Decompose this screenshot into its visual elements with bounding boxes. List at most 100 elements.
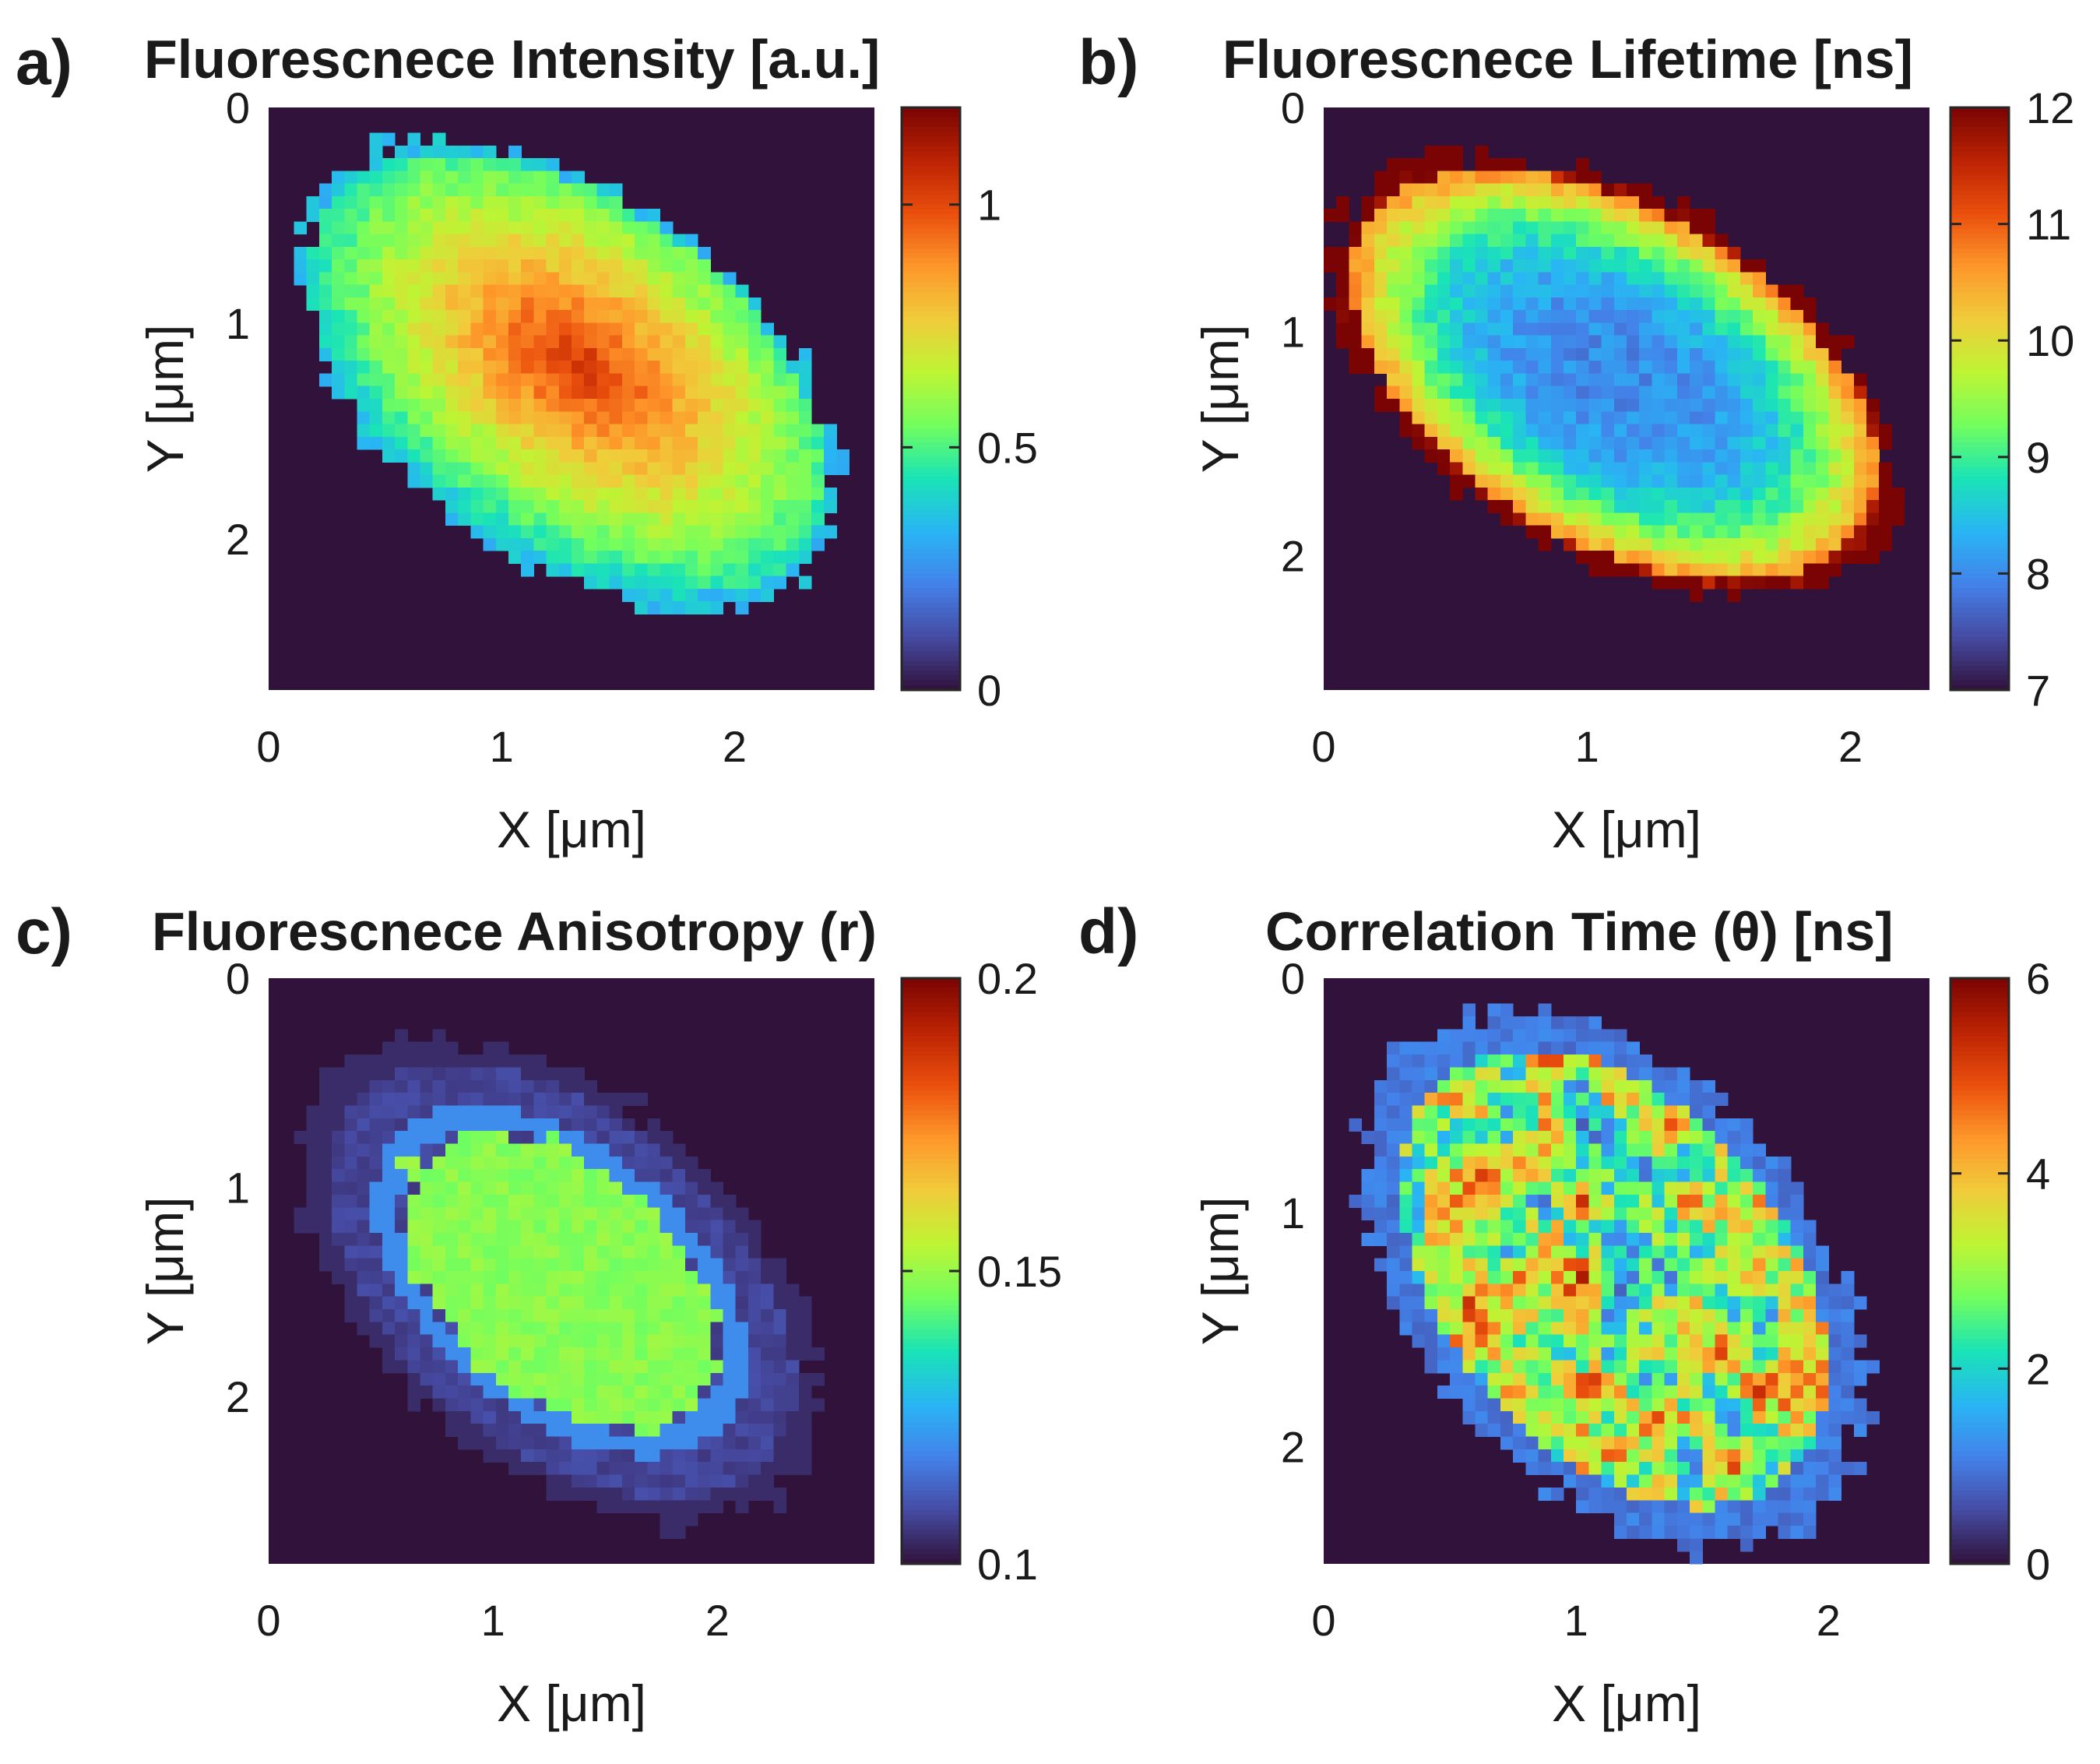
heatmap-cell (1588, 1283, 1602, 1297)
heatmap-cell (1627, 1067, 1640, 1081)
heatmap-cell (1412, 1296, 1426, 1310)
heatmap-cell (1475, 221, 1489, 235)
heatmap-cell (747, 576, 762, 590)
heatmap-cell (1525, 297, 1539, 311)
heatmap-cell (1387, 1079, 1400, 1093)
heatmap-cell (1475, 297, 1489, 311)
heatmap-cell (1803, 1398, 1817, 1412)
heatmap-cell (621, 474, 635, 488)
heatmap-cell (1676, 1322, 1690, 1336)
heatmap-cell (1424, 297, 1438, 311)
heatmap-cell (1866, 411, 1880, 425)
heatmap-cell (546, 1398, 560, 1412)
heatmap-cell (332, 1194, 345, 1208)
heatmap-cell (546, 361, 560, 375)
heatmap-cell (672, 576, 686, 590)
heatmap-cell (672, 436, 686, 450)
heatmap-cell (1412, 284, 1426, 298)
heatmap-cell (672, 449, 686, 463)
heatmap-cell (1753, 1309, 1766, 1322)
heatmap-cell (1462, 1093, 1476, 1107)
colorbar-segment (1951, 983, 2009, 989)
heatmap-cell (647, 373, 661, 387)
heatmap-cell (1399, 259, 1413, 273)
heatmap-cell (1613, 1360, 1627, 1374)
heatmap-cell (1588, 1372, 1602, 1386)
heatmap-cell (1462, 1194, 1476, 1208)
heatmap-cell (382, 1105, 396, 1119)
heatmap-cell (1778, 462, 1792, 476)
heatmap-cell (609, 1258, 623, 1272)
heatmap-cell (584, 551, 598, 564)
heatmap-cell (458, 246, 471, 260)
colorbar-segment (902, 1178, 960, 1184)
heatmap-cell (432, 322, 446, 336)
y-axis-label: Y [μm] (1191, 325, 1249, 474)
heatmap-cell (1715, 500, 1729, 513)
heatmap-cell (1676, 221, 1690, 235)
heatmap-cell (1513, 347, 1526, 361)
heatmap-cell (1475, 272, 1489, 286)
heatmap-cell (647, 399, 661, 412)
colorbar-segment (902, 262, 960, 269)
heatmap-cell (621, 310, 635, 324)
heatmap-cell (1374, 1169, 1388, 1183)
heatmap-cell (1412, 347, 1426, 361)
heatmap-cell (660, 1169, 674, 1183)
heatmap-cell (635, 1131, 648, 1145)
heatmap-cell (432, 1194, 446, 1208)
heatmap-cell (1550, 487, 1564, 501)
y-tick-label: 2 (226, 515, 250, 564)
colorbar-segment (902, 578, 960, 584)
heatmap-cell (698, 1449, 711, 1463)
heatmap-cell (647, 1118, 661, 1132)
heatmap-cell (723, 474, 737, 488)
heatmap-cell (672, 297, 686, 311)
heatmap-cell (1765, 474, 1779, 488)
heatmap-cell (584, 1143, 598, 1157)
heatmap-cell (1475, 145, 1489, 159)
heatmap-cell (508, 551, 522, 564)
heatmap-cell (1550, 1360, 1564, 1374)
heatmap-cell (761, 386, 774, 400)
heatmap-cell (1627, 1462, 1640, 1476)
heatmap-cell (621, 1156, 635, 1170)
heatmap-cell (572, 1105, 585, 1119)
heatmap-cell (1816, 537, 1829, 551)
heatmap-cell (1437, 209, 1451, 222)
heatmap-cell (332, 1207, 345, 1221)
heatmap-cell (1513, 1181, 1526, 1195)
heatmap-cell (1676, 563, 1690, 577)
heatmap-cell (1702, 335, 1716, 349)
heatmap-cell (1816, 1398, 1829, 1412)
heatmap-cell (1690, 373, 1703, 387)
heatmap-cell (621, 1322, 635, 1336)
heatmap-cell (483, 1169, 497, 1183)
heatmap-cell (1588, 1105, 1602, 1119)
heatmap-cell (495, 1322, 509, 1336)
heatmap-cell (773, 474, 787, 488)
heatmap-cell (1538, 1271, 1552, 1284)
heatmap-cell (369, 1093, 383, 1107)
heatmap-cell (698, 1334, 711, 1348)
heatmap-cell (558, 436, 572, 450)
colorbar-segment (1951, 651, 2009, 657)
heatmap-cell (1727, 1410, 1741, 1424)
heatmap-cell (1765, 1385, 1779, 1400)
heatmap-cell (1399, 335, 1413, 349)
heatmap-cell (1450, 145, 1463, 159)
heatmap-cell (546, 322, 560, 336)
heatmap-cell (1424, 399, 1438, 412)
colorbar-segment (902, 978, 960, 984)
heatmap-cell (1500, 1016, 1514, 1030)
heatmap-cell (735, 487, 749, 501)
heatmap-cell (432, 424, 446, 438)
heatmap-cell (609, 474, 623, 488)
heatmap-cell (786, 1424, 800, 1438)
colorbar-segment (1951, 578, 2009, 584)
heatmap-cell (1525, 183, 1539, 197)
heatmap-cell (1765, 1194, 1779, 1208)
heatmap-cell (660, 1322, 674, 1336)
heatmap-cell (445, 1398, 459, 1412)
heatmap-cell (445, 474, 459, 488)
